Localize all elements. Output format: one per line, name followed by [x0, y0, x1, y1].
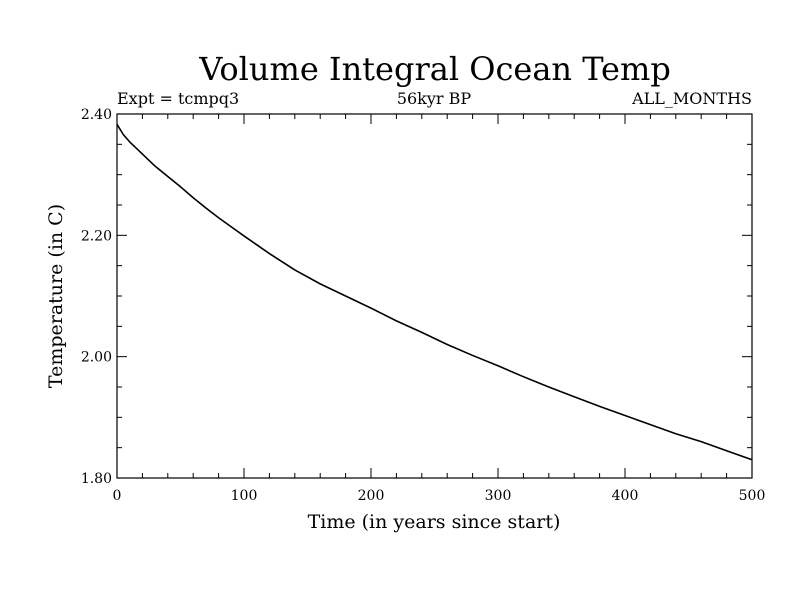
- chart-subtitle-left: Expt = tcmpq3: [117, 89, 239, 108]
- plot-frame: [116, 113, 753, 479]
- series-line: [116, 123, 753, 461]
- y-tick-label: 2.40: [81, 107, 112, 123]
- x-axis-label: Time (in years since start): [308, 511, 561, 533]
- x-tick-label: 200: [358, 488, 385, 504]
- x-tick-label: 300: [485, 488, 512, 504]
- axis-ticks: [116, 113, 753, 479]
- x-tick-label: 500: [739, 488, 766, 504]
- y-tick-label: 1.80: [81, 471, 112, 487]
- y-tick-label: 2.00: [81, 350, 112, 366]
- x-tick-label: 0: [113, 488, 122, 504]
- chart-subtitle-center: 56kyr BP: [397, 89, 472, 108]
- y-tick-label: 2.20: [81, 228, 112, 244]
- axis-tick-labels: 0 100 200 300 400 500 1.80 2.00 2.20 2.40: [81, 107, 766, 504]
- y-axis-label: Temperature (in C): [45, 204, 67, 388]
- x-tick-label: 400: [612, 488, 639, 504]
- x-tick-label: 100: [231, 488, 258, 504]
- chart-subtitle-right: ALL_MONTHS: [631, 89, 752, 108]
- chart-title: Volume Integral Ocean Temp: [198, 50, 671, 88]
